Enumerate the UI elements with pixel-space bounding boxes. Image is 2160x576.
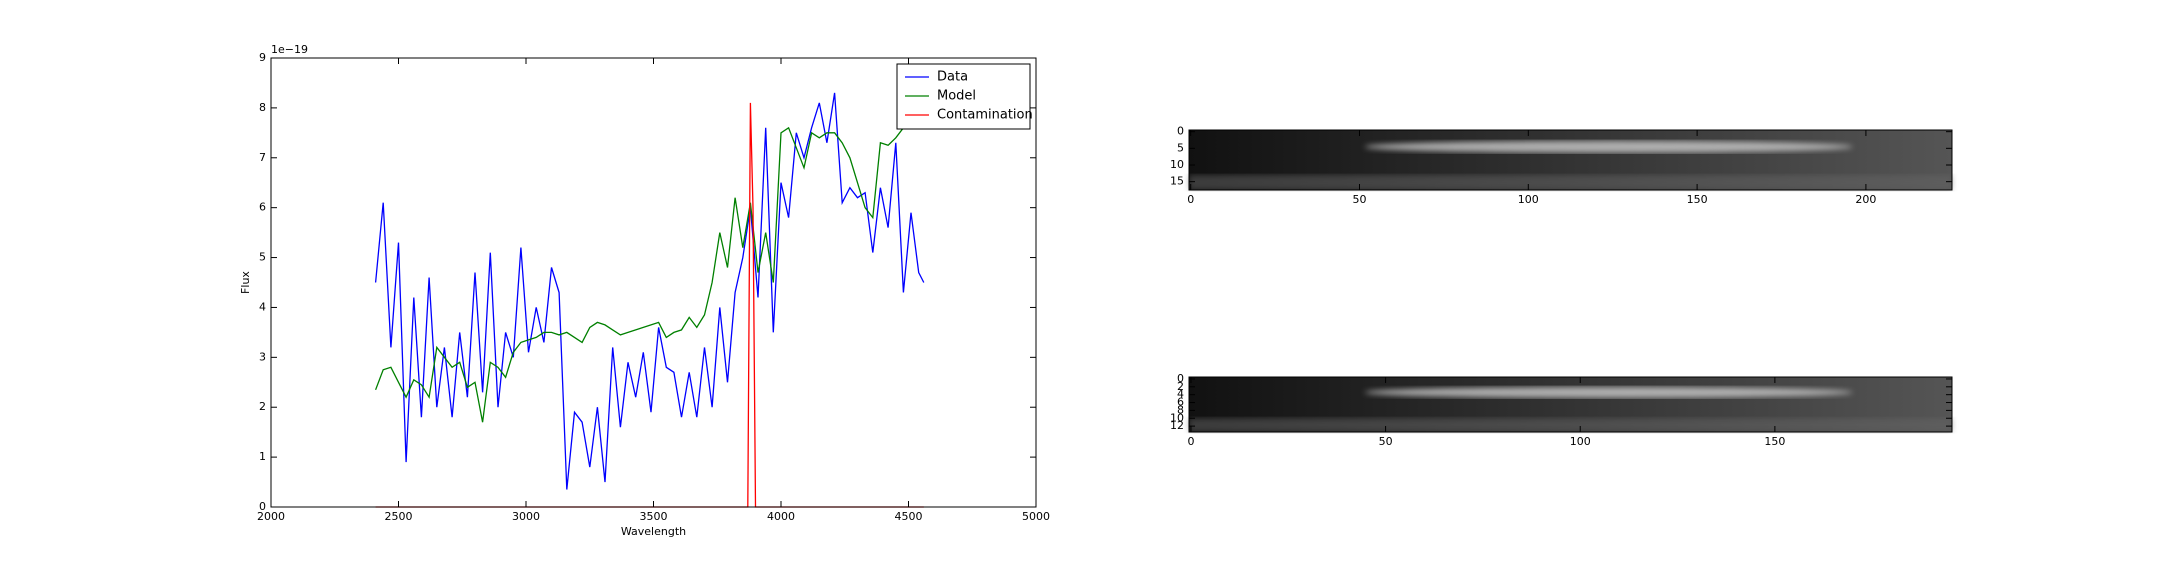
line-series [374, 116, 925, 423]
y-tick-label: 3 [259, 350, 266, 363]
x-tick-label: 50 [1352, 193, 1366, 206]
y-tick-label: 0 [1177, 125, 1184, 138]
y-tick-label: 10 [1170, 158, 1184, 171]
y-tick-label: 6 [1177, 396, 1184, 409]
x-tick-label: 150 [1687, 193, 1708, 206]
y-tick-label: 4 [1177, 388, 1184, 401]
image-bottom-band [1189, 418, 1952, 432]
y-tick-label: 7 [259, 151, 266, 164]
x-tick-label: 4500 [895, 510, 923, 523]
y-tick-label: 2 [1177, 380, 1184, 393]
x-tick-label: 100 [1570, 435, 1591, 448]
y-tick-label: 9 [259, 51, 266, 64]
legend-label: Contamination [937, 108, 1033, 123]
y-tick-label: 5 [259, 251, 266, 264]
legend-label: Model [937, 89, 976, 104]
x-tick-label: 2500 [385, 510, 413, 523]
x-tick-label: 5000 [1022, 510, 1050, 523]
y-tick-label: 0 [1177, 372, 1184, 385]
x-tick-label: 3500 [640, 510, 668, 523]
y-tick-label: 4 [259, 300, 266, 313]
y-tick-label: 8 [1177, 403, 1184, 416]
y-tick-label: 12 [1170, 419, 1184, 432]
y-tick-label: 10 [1170, 411, 1184, 424]
y-tick-label: 2 [259, 400, 266, 413]
image-streak [1364, 140, 1853, 153]
x-tick-label: 100 [1518, 193, 1539, 206]
plot-area [271, 58, 1036, 507]
image-frame [1188, 376, 1953, 433]
line-series [374, 92, 925, 490]
image-bottom-band [1189, 175, 1952, 190]
y-tick-label: 8 [259, 101, 266, 114]
y-axis-label: Flux [239, 271, 252, 294]
x-tick-label: 2000 [257, 510, 285, 523]
y-tick-label: 0 [259, 500, 266, 513]
x-axis-label: Wavelength [621, 525, 686, 538]
y-tick-label: 1 [259, 450, 266, 463]
x-tick-label: 50 [1379, 435, 1393, 448]
legend-label: Data [937, 70, 968, 85]
offset-text: 1e−19 [271, 43, 308, 56]
x-tick-label: 4000 [767, 510, 795, 523]
x-tick-label: 150 [1764, 435, 1785, 448]
image-frame [1188, 129, 1953, 191]
y-tick-label: 6 [259, 201, 266, 214]
y-tick-label: 5 [1177, 141, 1184, 154]
x-tick-label: 0 [1187, 193, 1194, 206]
x-tick-label: 200 [1855, 193, 1876, 206]
image-streak [1364, 386, 1853, 398]
x-tick-label: 0 [1187, 435, 1194, 448]
y-tick-label: 15 [1170, 175, 1184, 188]
x-tick-label: 3000 [512, 510, 540, 523]
